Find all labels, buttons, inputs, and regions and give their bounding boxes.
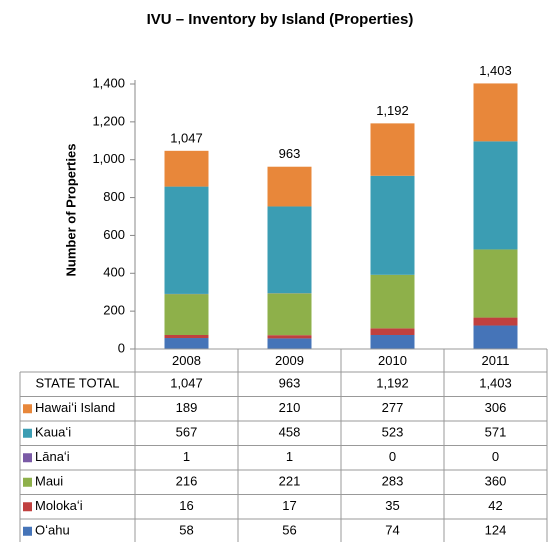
bar-segment [267, 335, 312, 339]
table-cell: 306 [485, 400, 507, 415]
y-tick-label: 800 [103, 189, 125, 204]
table-cell: 1,047 [170, 376, 203, 391]
table-cell: 1 [183, 449, 190, 464]
legend-swatch [23, 428, 32, 438]
total-label: 1,403 [479, 63, 512, 78]
legend-label: Lānaʻi [35, 449, 70, 464]
table-cell: 277 [382, 400, 404, 415]
bar-segment [370, 123, 415, 176]
table-cell: 189 [176, 400, 198, 415]
y-tick-label: 1,200 [92, 113, 125, 128]
table-cell: 0 [389, 449, 396, 464]
table-cell: 74 [385, 523, 399, 538]
table-cell: 35 [385, 498, 399, 513]
x-tick-label: 2010 [378, 353, 407, 368]
x-tick-label: 2008 [172, 353, 201, 368]
bar-segment [370, 175, 415, 275]
table-cell: 216 [176, 474, 198, 489]
legend-label: Molokaʻi [35, 498, 83, 513]
y-tick-label: 0 [118, 340, 125, 355]
bar-segment [164, 186, 209, 294]
bar-segment [370, 328, 415, 335]
table-cell: 567 [176, 425, 198, 440]
total-label: 1,192 [376, 103, 409, 118]
table-cell: 458 [279, 425, 301, 440]
table-cell: 16 [179, 498, 193, 513]
x-tick-label: 2009 [275, 353, 304, 368]
total-label: 1,047 [170, 130, 203, 145]
bar-segment [164, 334, 209, 339]
legend-swatch [23, 453, 32, 463]
table-cell: 17 [282, 498, 296, 513]
table-cell: 58 [179, 523, 193, 538]
bar-segment [267, 166, 312, 207]
table-cell: 124 [485, 523, 507, 538]
bar-segment [473, 249, 518, 318]
total-label: 963 [279, 146, 301, 161]
bar-segment [164, 294, 209, 335]
y-tick-label: 1,000 [92, 151, 125, 166]
table-cell: 523 [382, 425, 404, 440]
table-cell: 1 [286, 449, 293, 464]
legend-swatch [23, 404, 32, 414]
table-cell: 360 [485, 474, 507, 489]
legend-swatch [23, 526, 32, 536]
y-tick-label: 200 [103, 303, 125, 318]
table-cell: 56 [282, 523, 296, 538]
y-tick-label: 600 [103, 227, 125, 242]
y-tick-label: 400 [103, 265, 125, 280]
y-axis-label: Number of Properties [63, 144, 78, 277]
y-tick-label: 1,400 [92, 75, 125, 90]
bar-segment [370, 274, 415, 329]
bar-segment [267, 293, 312, 336]
table-cell: 571 [485, 425, 507, 440]
bar-segment [370, 334, 415, 349]
legend-swatch [23, 502, 32, 512]
legend-label: Maui [35, 474, 63, 489]
table-cell: 210 [279, 400, 301, 415]
bar-segment [473, 83, 518, 142]
table-cell: 0 [492, 449, 499, 464]
table-cell: 42 [488, 498, 502, 513]
table-cell: 283 [382, 474, 404, 489]
legend-label: Kauaʻi [35, 425, 71, 440]
table-cell: 963 [279, 376, 301, 391]
table-cell: 1,192 [376, 376, 409, 391]
bar-segment [267, 206, 312, 294]
bar-segment [473, 317, 518, 326]
legend-label: Hawaiʻi Island [35, 400, 115, 415]
bar-segment [473, 325, 518, 349]
legend-label: Oʻahu [35, 523, 70, 538]
table-cell: 221 [279, 474, 301, 489]
bar-segment [164, 150, 209, 187]
row-label: STATE TOTAL [35, 376, 119, 391]
bar-segment [267, 338, 312, 349]
table-cell: 1,403 [479, 376, 512, 391]
chart-title: IVU – Inventory by Island (Properties) [147, 11, 414, 28]
legend-swatch [23, 477, 32, 487]
x-tick-label: 2011 [482, 353, 510, 368]
bar-segment [164, 338, 209, 349]
bar-segment [473, 141, 518, 250]
